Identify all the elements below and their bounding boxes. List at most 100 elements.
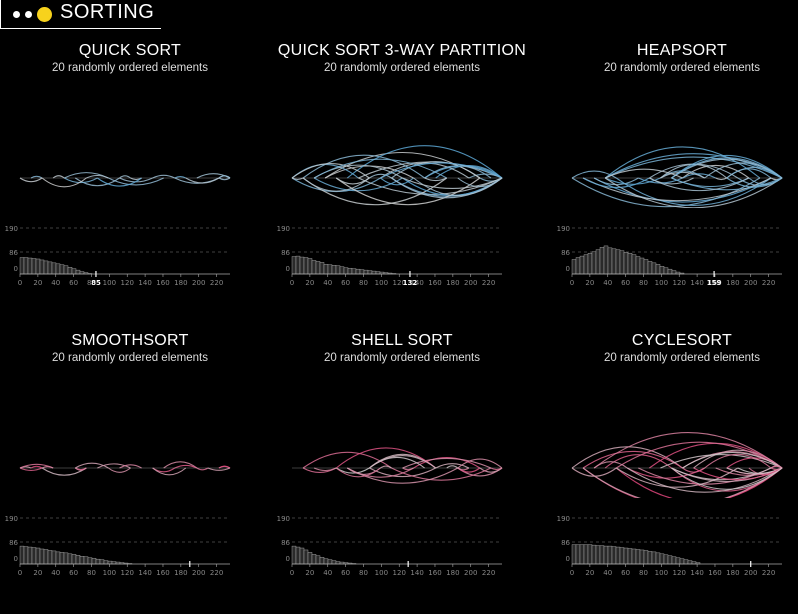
x-tick-label: 140 <box>138 279 151 287</box>
histogram-bar <box>664 268 668 274</box>
sort-arc-diagram <box>0 78 260 208</box>
histogram-bar <box>584 545 588 564</box>
swap-arc <box>119 176 130 178</box>
histogram-bar <box>60 552 64 564</box>
x-tick-label: 220 <box>762 569 775 577</box>
histogram-bar <box>56 552 60 564</box>
histogram-bar <box>656 264 660 274</box>
histogram-bar <box>668 556 672 564</box>
histogram-bar <box>576 258 580 274</box>
swap-arc <box>594 433 782 468</box>
histogram-bar <box>316 261 320 274</box>
histogram-bar <box>56 264 60 274</box>
x-tick-label: 180 <box>726 279 739 287</box>
x-tick-label: 40 <box>51 569 60 577</box>
histogram-bar <box>324 264 328 274</box>
histogram-bar <box>592 545 596 564</box>
histogram-bar <box>60 265 64 274</box>
histogram-bar <box>308 259 312 274</box>
x-tick-label: 160 <box>428 569 441 577</box>
histogram-bar <box>296 547 300 564</box>
swap-arc <box>219 466 230 468</box>
swap-arc <box>108 468 130 472</box>
histogram-bar <box>640 258 644 274</box>
panel-subtitle: 20 randomly ordered elements <box>272 352 532 364</box>
y-tick-label: 0 <box>286 265 290 273</box>
histogram-bar <box>356 269 360 274</box>
swap-arc <box>671 158 782 178</box>
histogram-bar <box>76 555 80 564</box>
x-tick-label: 220 <box>210 569 223 577</box>
x-tick-label: 40 <box>603 279 612 287</box>
swap-arc <box>627 468 782 492</box>
x-tick-label: 220 <box>762 279 775 287</box>
histogram-bar <box>680 559 684 564</box>
histogram-bar <box>36 259 40 274</box>
histogram-bar <box>604 246 608 274</box>
x-tick-label: 60 <box>69 279 78 287</box>
x-tick-label: 40 <box>51 279 60 287</box>
x-tick-label: 220 <box>482 279 495 287</box>
x-tick-label: 20 <box>33 569 42 577</box>
histogram-bar <box>44 261 48 274</box>
histogram-bar <box>608 248 612 274</box>
y-tick-label: 0 <box>566 265 570 273</box>
comparison-count: 132 <box>403 279 418 287</box>
y-tick-label: 86 <box>9 539 18 547</box>
x-tick-label: 20 <box>305 569 314 577</box>
histogram-bar <box>320 557 324 564</box>
histogram-bar <box>68 267 72 274</box>
swap-arc <box>53 176 64 178</box>
y-tick-label: 190 <box>277 515 290 523</box>
x-tick-label: 100 <box>655 569 668 577</box>
histogram-bar <box>652 263 656 274</box>
histogram-bar <box>636 257 640 274</box>
x-tick-label: 180 <box>726 569 739 577</box>
histogram-bar <box>648 551 652 564</box>
x-tick-label: 180 <box>174 279 187 287</box>
y-tick-label: 86 <box>9 249 18 257</box>
histogram-bar <box>320 262 324 274</box>
x-tick-label: 100 <box>375 279 388 287</box>
panel-title: SHELL SORT <box>272 332 532 350</box>
y-tick-label: 190 <box>557 515 570 523</box>
x-tick-label: 180 <box>174 569 187 577</box>
y-tick-label: 86 <box>281 249 290 257</box>
x-tick-label: 200 <box>192 569 205 577</box>
swap-arc <box>42 178 86 187</box>
x-tick-label: 100 <box>375 569 388 577</box>
brand-box[interactable]: SORTING <box>0 0 161 29</box>
histogram-bar <box>328 265 332 274</box>
histogram-bar <box>80 556 84 564</box>
x-tick-label: 160 <box>156 569 169 577</box>
x-tick-label: 20 <box>585 569 594 577</box>
histogram-bar <box>596 546 600 564</box>
histogram-bar <box>372 271 376 274</box>
swap-arc <box>20 178 42 182</box>
histogram-bar <box>304 258 308 274</box>
histogram-bar <box>40 260 44 274</box>
x-tick-label: 140 <box>690 569 703 577</box>
histogram-bar <box>292 257 296 274</box>
x-tick-label: 40 <box>603 569 612 577</box>
histogram-bar <box>332 265 336 274</box>
x-tick-label: 140 <box>690 279 703 287</box>
histogram-bar <box>368 271 372 274</box>
swap-arc <box>219 178 230 180</box>
panel-title: SMOOTHSORT <box>0 332 260 350</box>
x-tick-label: 180 <box>446 279 459 287</box>
histogram-bar <box>24 547 28 564</box>
histogram-bar <box>644 259 648 274</box>
panel-subtitle: 20 randomly ordered elements <box>0 62 260 74</box>
x-tick-label: 100 <box>655 279 668 287</box>
panel-subtitle: 20 randomly ordered elements <box>0 352 260 364</box>
x-tick-label: 0 <box>290 279 294 287</box>
x-tick-label: 120 <box>121 279 134 287</box>
